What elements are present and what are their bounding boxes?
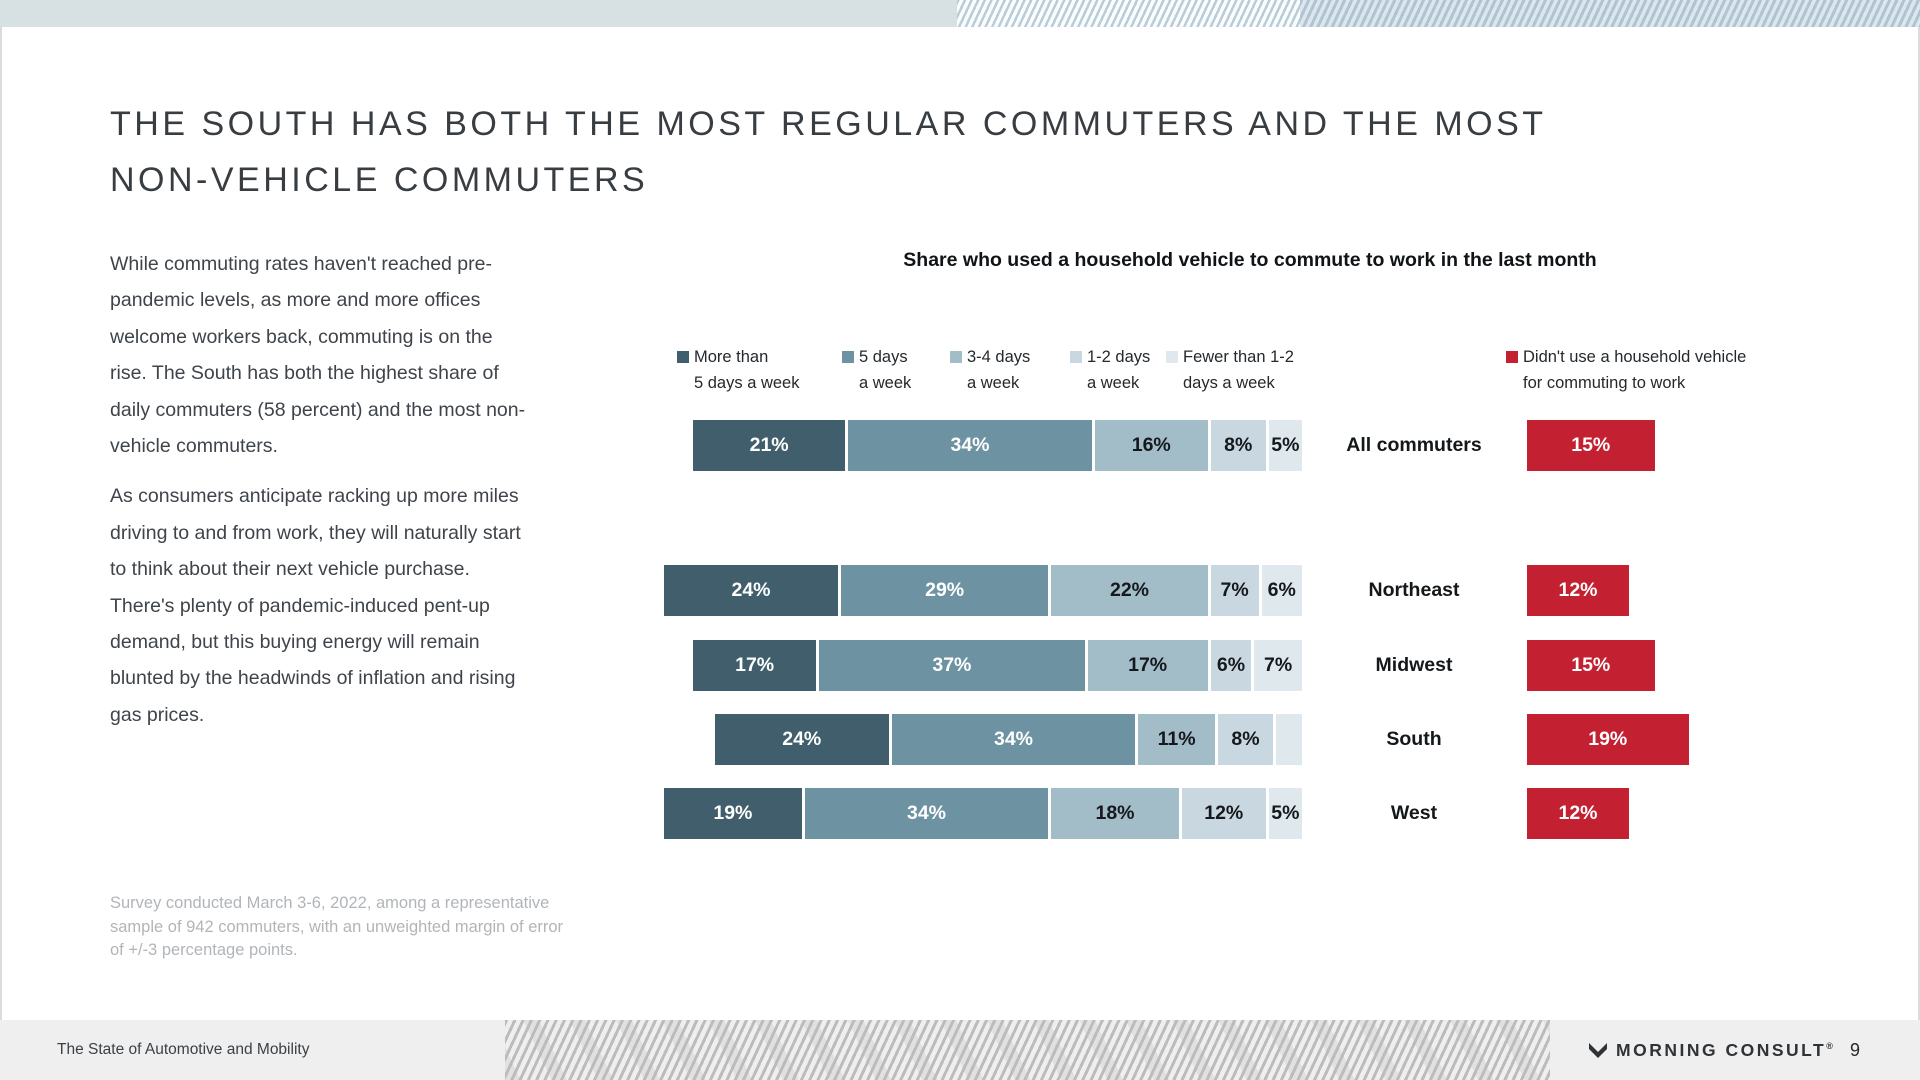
body-paragraph-2: As consumers anticipate racking up more … — [110, 485, 521, 726]
legend-label-line2: for commuting to work — [1523, 374, 1686, 392]
page-title: THE SOUTH HAS BOTH THE MOST REGULAR COMM… — [110, 96, 1810, 208]
bar-segment: 17% — [1084, 640, 1208, 691]
legend-item: 3-4 days a week — [950, 344, 1030, 396]
bar-row: 24% 29% 22% 7% 6% — [664, 565, 1302, 616]
body-paragraph-1: While commuting rates haven't reached pr… — [110, 253, 526, 458]
bar-segment: 29% — [838, 565, 1049, 616]
page-title-line2: NON-VEHICLE COMMUTERS — [110, 161, 649, 199]
bar-row: 17% 37% 17% 6% 7% — [693, 640, 1302, 691]
brand-name: MORNING CONSULT® — [1616, 1040, 1835, 1061]
row-label: Northeast — [1368, 579, 1460, 601]
legend-label-line2: a week — [1087, 374, 1140, 392]
legend-label-line1: More than — [694, 348, 769, 366]
no-vehicle-bar: 15% — [1527, 640, 1655, 691]
no-vehicle-bar: 12% — [1527, 565, 1629, 616]
top-hatch-band-light — [957, 0, 1300, 27]
no-vehicle-bar: 19% — [1527, 714, 1689, 765]
bar-row: 24% 34% 11% 8% — [714, 714, 1302, 765]
legend-label-line2: days a week — [1183, 374, 1275, 392]
no-vehicle-bar: 15% — [1527, 420, 1655, 471]
legend-item: Didn't use a household vehicle for commut… — [1506, 344, 1746, 396]
top-accent-bar — [0, 0, 957, 27]
legend-swatch — [1506, 351, 1518, 363]
bar-segment: 8% — [1215, 714, 1273, 765]
bar-segment: 8% — [1207, 420, 1266, 471]
morning-consult-logo-icon — [1589, 1043, 1607, 1058]
legend-swatch — [1166, 351, 1178, 363]
no-vehicle-bar: 12% — [1527, 788, 1629, 839]
row-label: Midwest — [1375, 654, 1453, 676]
footer-bar: The State of Automotive and Mobility MOR… — [0, 1020, 1920, 1080]
legend-swatch — [1070, 351, 1082, 363]
page-number: 9 — [1850, 1040, 1861, 1060]
legend-label-line2: a week — [967, 374, 1020, 392]
brand-name-text: MORNING CONSULT — [1616, 1039, 1827, 1060]
bar-segment: 11% — [1135, 714, 1215, 765]
legend-item: Fewer than 1-2 days a week — [1166, 344, 1294, 396]
legend-item: 5 days a week — [842, 344, 911, 396]
legend-label-line1: 5 days — [859, 348, 908, 366]
bar-segment: 19% — [664, 788, 802, 839]
bar-segment: 6% — [1258, 565, 1302, 616]
legend-label-line1: 3-4 days — [967, 348, 1031, 366]
bar-segment: 37% — [816, 640, 1085, 691]
row-label: West — [1390, 802, 1438, 824]
registered-trademark-symbol: ® — [1826, 1040, 1836, 1051]
legend-swatch — [950, 351, 962, 363]
legend-swatch — [677, 351, 689, 363]
bar-segment: 21% — [693, 420, 846, 471]
bar-segment: 5% — [1265, 788, 1302, 839]
bar-segment: 5% — [1265, 420, 1302, 471]
legend-label-line2: a week — [859, 374, 912, 392]
chart-title: Share who used a household vehicle to co… — [903, 249, 1597, 271]
bar-segment: 24% — [714, 714, 889, 765]
bar-segment: 34% — [845, 420, 1092, 471]
legend-label-line1: Fewer than 1-2 — [1183, 348, 1294, 366]
bar-row: 21% 34% 16% 8% 5% — [693, 420, 1302, 471]
legend-label-line1: Didn't use a household vehicle — [1523, 348, 1747, 366]
footer-hatch-band — [505, 1020, 1550, 1080]
brand-logo: MORNING CONSULT® — [1588, 1020, 1835, 1080]
legend-item: More than 5 days a week — [677, 344, 799, 396]
bar-segment: 18% — [1048, 788, 1179, 839]
page-title-line1: THE SOUTH HAS BOTH THE MOST REGULAR COMM… — [110, 105, 1547, 143]
bar-segment — [1273, 714, 1302, 765]
bar-segment: 34% — [888, 714, 1136, 765]
bar-segment: 12% — [1178, 788, 1266, 839]
row-label: South — [1386, 728, 1442, 750]
bar-segment: 22% — [1048, 565, 1208, 616]
legend-label-line1: 1-2 days — [1087, 348, 1151, 366]
bar-segment: 7% — [1207, 565, 1259, 616]
survey-methodology-note: Survey conducted March 3-6, 2022, among … — [110, 894, 564, 959]
bar-segment: 34% — [801, 788, 1049, 839]
bar-segment: 6% — [1207, 640, 1252, 691]
report-name: The State of Automotive and Mobility — [57, 1041, 310, 1058]
bar-segment: 7% — [1251, 640, 1302, 691]
legend-item: 1-2 days a week — [1070, 344, 1150, 396]
bar-segment: 17% — [693, 640, 817, 691]
top-hatch-band-dark — [1300, 0, 1920, 27]
body-copy: While commuting rates haven't reached pr… — [110, 246, 534, 747]
bar-segment: 16% — [1091, 420, 1208, 471]
bar-row: 19% 34% 18% 12% 5% — [664, 788, 1302, 839]
bar-segment: 24% — [664, 565, 838, 616]
legend-swatch — [842, 351, 854, 363]
legend-label-line2: 5 days a week — [694, 374, 800, 392]
row-label: All commuters — [1346, 434, 1482, 456]
